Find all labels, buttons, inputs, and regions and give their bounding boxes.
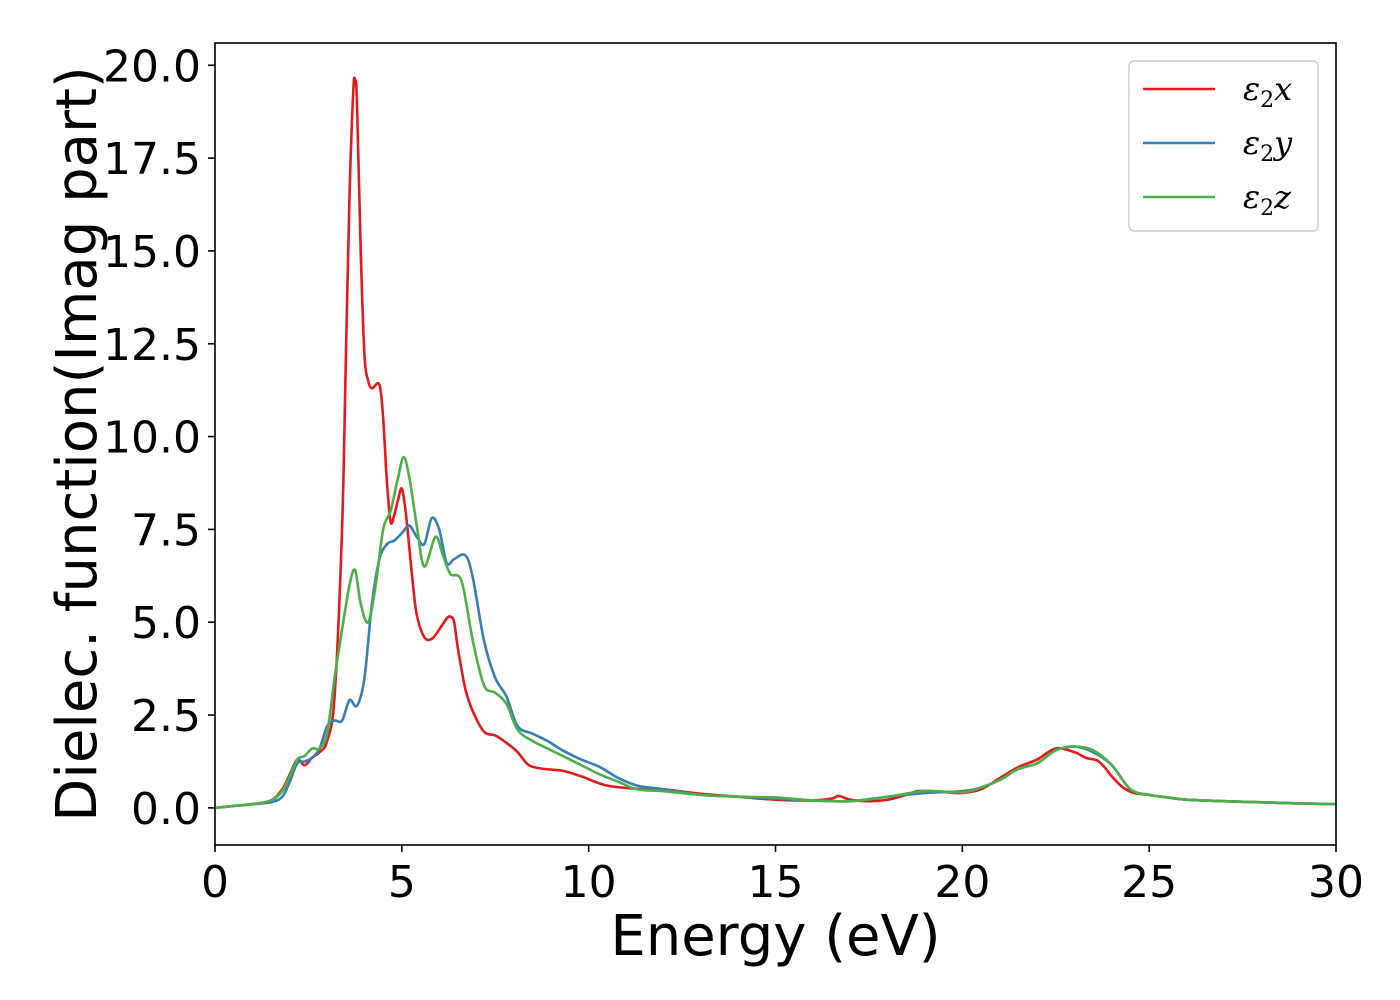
- y-tick-label: 15.0: [103, 227, 201, 278]
- x-tick-label: 5: [388, 857, 416, 908]
- series-layer: [215, 76, 1336, 810]
- x-tick-label: 25: [1121, 857, 1177, 908]
- x-axis-label: Energy (eV): [610, 904, 940, 969]
- ticks-layer: 0 5 10 15 20 25 30 0.0 2.5 5.0 7.5 10.0 12.5 15.0 17.5…: [103, 41, 1364, 908]
- y-tick-label: 10.0: [103, 413, 201, 464]
- series-line-x: [215, 76, 1336, 810]
- x-tick-label: 15: [748, 857, 804, 908]
- x-tick-label: 30: [1308, 857, 1364, 908]
- legend: ε2x ε2y ε2z: [1128, 60, 1319, 232]
- y-tick-label: 2.5: [131, 691, 201, 742]
- y-tick-label: 12.5: [103, 320, 201, 371]
- legend-label-x: ε2x: [1243, 70, 1292, 113]
- y-axis-label: Dielec. function(Imag part): [45, 66, 110, 822]
- y-tick-label: 7.5: [131, 505, 201, 556]
- x-tick-label: 0: [201, 857, 229, 908]
- y-tick-label: 5.0: [131, 598, 201, 649]
- x-tick-label: 10: [561, 857, 617, 908]
- y-tick-label: 17.5: [103, 134, 201, 185]
- legend-box: [1128, 60, 1319, 232]
- series-line-z: [215, 455, 1336, 810]
- y-tick-label: 20.0: [103, 41, 201, 92]
- legend-label-y: ε2y: [1243, 124, 1293, 167]
- x-tick-label: 20: [934, 857, 990, 908]
- series-line-y: [215, 516, 1336, 810]
- legend-label-z: ε2z: [1243, 178, 1292, 221]
- y-tick-label: 0.0: [131, 784, 201, 835]
